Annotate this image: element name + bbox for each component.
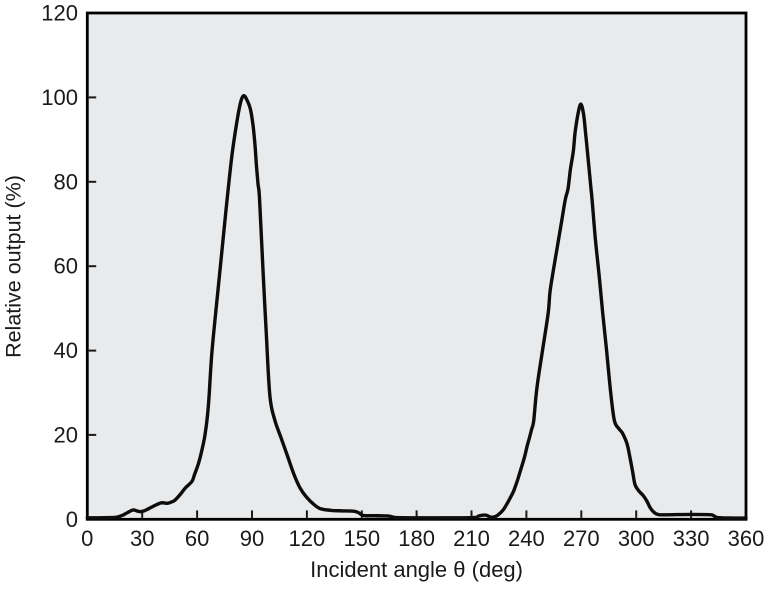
svg-text:40: 40 xyxy=(54,338,78,363)
svg-text:150: 150 xyxy=(343,526,380,551)
svg-text:90: 90 xyxy=(240,526,264,551)
svg-text:60: 60 xyxy=(185,526,209,551)
svg-text:Relative output (%): Relative output (%) xyxy=(2,175,26,358)
svg-text:Incident angle θ (deg): Incident angle θ (deg) xyxy=(310,557,523,582)
svg-text:300: 300 xyxy=(618,526,655,551)
svg-text:330: 330 xyxy=(673,526,710,551)
svg-text:180: 180 xyxy=(398,526,435,551)
svg-text:0: 0 xyxy=(66,507,78,532)
svg-text:100: 100 xyxy=(41,85,78,110)
svg-text:80: 80 xyxy=(54,169,78,194)
svg-text:210: 210 xyxy=(453,526,490,551)
svg-text:120: 120 xyxy=(41,1,78,26)
svg-text:360: 360 xyxy=(728,526,765,551)
svg-text:20: 20 xyxy=(54,423,78,448)
svg-text:120: 120 xyxy=(289,526,326,551)
svg-text:270: 270 xyxy=(563,526,600,551)
svg-text:30: 30 xyxy=(130,526,154,551)
svg-text:0: 0 xyxy=(81,526,93,551)
svg-text:240: 240 xyxy=(508,526,545,551)
svg-text:60: 60 xyxy=(54,254,78,279)
